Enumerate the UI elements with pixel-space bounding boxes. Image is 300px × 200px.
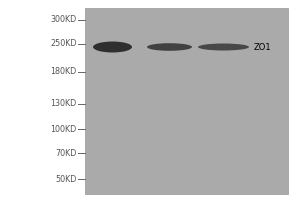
- Ellipse shape: [198, 44, 249, 50]
- Ellipse shape: [147, 43, 192, 51]
- Text: 100KD: 100KD: [50, 124, 76, 134]
- Text: 130KD: 130KD: [50, 99, 76, 108]
- Text: ZO1: ZO1: [254, 43, 271, 51]
- Text: 250KD: 250KD: [50, 40, 76, 48]
- Text: 180KD: 180KD: [50, 68, 76, 76]
- Text: 70KD: 70KD: [55, 148, 76, 158]
- Text: 50KD: 50KD: [55, 174, 76, 184]
- Bar: [85, 8, 288, 194]
- Ellipse shape: [93, 42, 132, 52]
- Text: 300KD: 300KD: [50, 16, 76, 24]
